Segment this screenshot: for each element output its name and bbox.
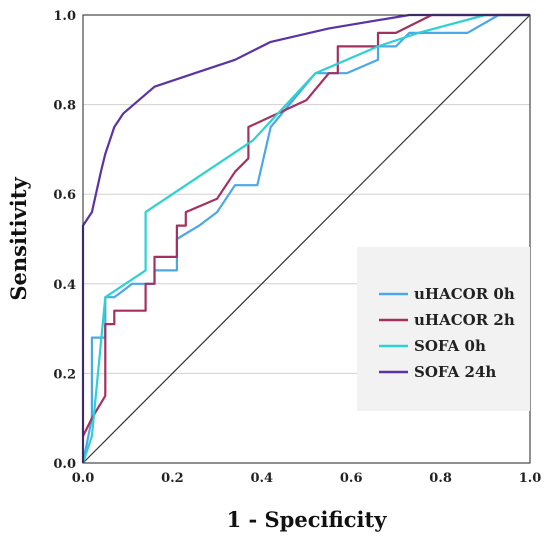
legend: uHACOR 0h uHACOR 2h SOFA 0h SOFA 24h xyxy=(357,247,530,411)
series-line-uhacor-2h xyxy=(82,13,530,437)
legend-label-sofa-0h: SOFA 0h xyxy=(414,337,486,355)
y-tick-label: 1.0 xyxy=(53,9,76,24)
x-tick-label: 0.2 xyxy=(161,471,184,486)
series-line-sofa-0h xyxy=(81,13,530,464)
y-tick-label: 0.0 xyxy=(53,457,76,472)
series-lines xyxy=(81,13,530,464)
x-tick-label: 0.8 xyxy=(429,471,452,486)
x-tick-label: 0.4 xyxy=(250,471,273,486)
y-tick-label: 0.6 xyxy=(53,188,76,203)
legend-box xyxy=(357,247,530,411)
legend-label-uhacor-0h: uHACOR 0h xyxy=(414,285,515,303)
y-tick-label: 0.4 xyxy=(53,278,76,293)
legend-label-sofa-24h: SOFA 24h xyxy=(414,363,496,381)
y-tick-label: 0.8 xyxy=(53,99,76,114)
x-tick-label: 1.0 xyxy=(519,471,542,486)
diagonal-line xyxy=(82,14,531,464)
plot-frame xyxy=(82,14,531,464)
y-axis-title: Sensitivity xyxy=(6,177,31,301)
series-line-sofa-24h xyxy=(81,13,530,463)
x-tick-label: 0.0 xyxy=(72,471,95,486)
x-axis-title: 1 - Specificity xyxy=(227,507,388,532)
reference-diagonal xyxy=(82,14,531,464)
x-tick-label: 0.6 xyxy=(340,471,363,486)
y-tick-label: 0.2 xyxy=(53,367,76,382)
legend-label-uhacor-2h: uHACOR 2h xyxy=(414,311,515,329)
tick-labels: 0.0 0.2 0.4 0.6 0.8 1.0 0.0 0.2 0.4 0.6 0.8 1.0 xyxy=(53,9,541,486)
